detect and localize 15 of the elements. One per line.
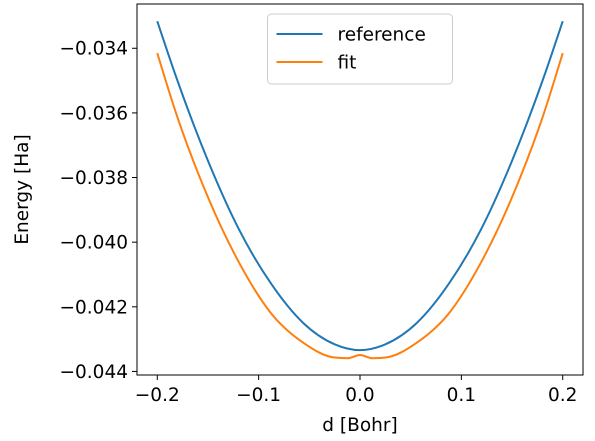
legend-label: fit [338,52,356,74]
x-axis-title: d [Bohr] [322,415,398,436]
y-tick-label: −0.038 [60,168,128,190]
x-tick-label: −0.2 [134,385,180,406]
x-tick-label: 0.0 [345,385,375,406]
x-tick-label: 0.1 [446,385,476,406]
x-tick-label: −0.1 [236,385,282,406]
y-tick-label: −0.036 [60,103,128,124]
y-tick-label: −0.042 [60,297,128,318]
x-tick-label: 0.2 [548,385,578,406]
y-tick-label: −0.044 [60,362,128,383]
y-axis-title: Energy [Ha] [12,134,33,245]
legend-label: reference [338,24,426,46]
y-tick-label: −0.040 [60,232,128,254]
y-tick-label: −0.034 [60,38,128,60]
